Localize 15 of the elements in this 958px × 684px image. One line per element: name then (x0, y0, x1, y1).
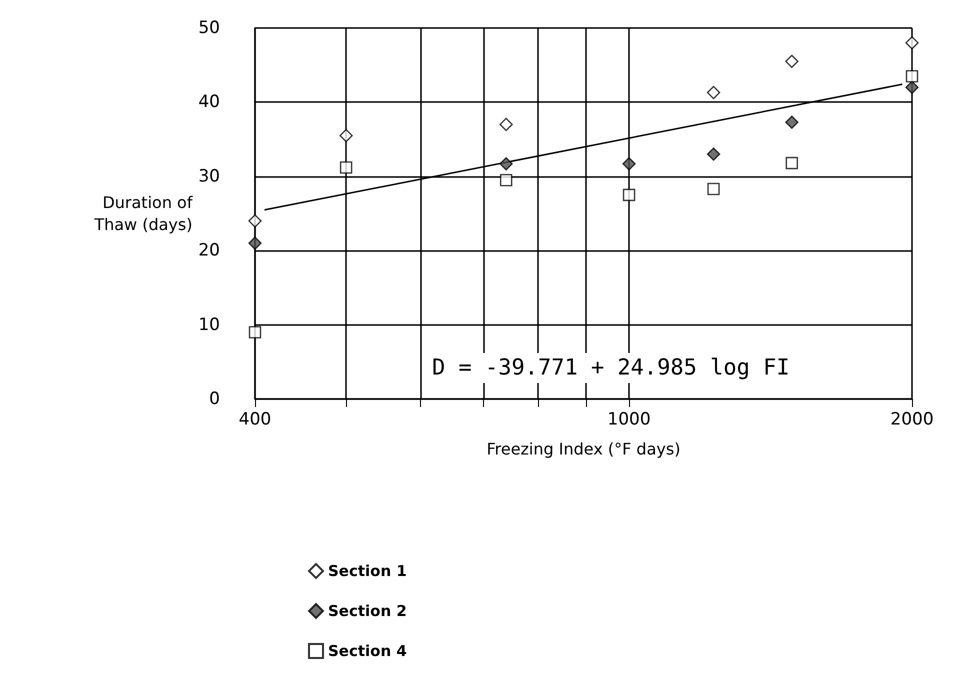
x-tick-label: 2000 (890, 410, 934, 430)
y-tick-label: 0 (209, 389, 220, 409)
y-axis-title: Duration of Thaw (days) (93, 193, 193, 234)
y-tick-label: 20 (198, 240, 220, 261)
y-tick-label: 10 (198, 314, 220, 335)
x-axis-title: Freezing Index (°F days) (486, 440, 680, 458)
y-tick-label: 30 (198, 166, 220, 186)
legend-label: Section 2 (328, 602, 407, 620)
x-tick-label: 1000 (607, 410, 651, 430)
annotation: D = -39.771 + 24.985 log FI (432, 356, 790, 380)
y-tick-label: 40 (198, 92, 220, 112)
legend-label: Section 4 (328, 642, 407, 660)
y-tick-label: 50 (198, 18, 220, 38)
legend-label: Section 1 (328, 562, 407, 580)
x-tick-label: 400 (238, 410, 272, 430)
